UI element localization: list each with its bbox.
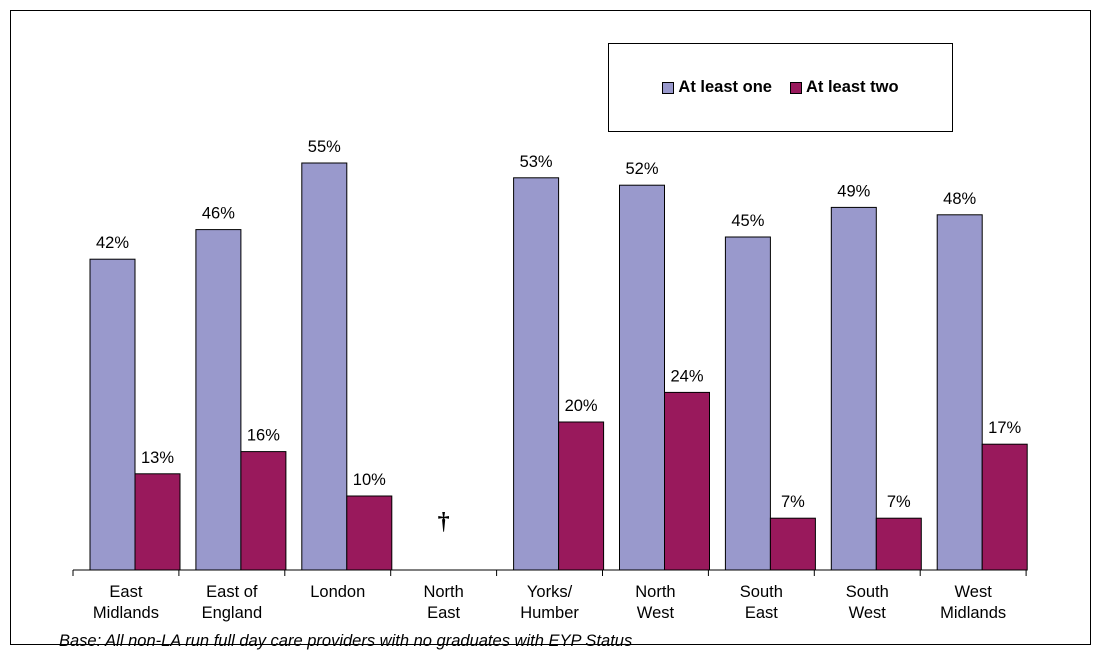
category-label: East <box>427 604 460 622</box>
bar <box>195 229 242 571</box>
category-label: East of <box>206 583 258 601</box>
data-label: 42% <box>96 234 129 252</box>
category-label: South <box>740 583 783 601</box>
data-label: 53% <box>520 153 553 171</box>
bar <box>619 184 665 571</box>
data-label: 49% <box>837 182 870 200</box>
legend: At least one At least two <box>608 43 953 132</box>
bar <box>240 451 287 571</box>
category-label: Midlands <box>93 604 159 622</box>
bar <box>981 443 1028 571</box>
bar <box>936 214 983 571</box>
data-label: 24% <box>670 367 703 385</box>
bar <box>769 517 816 571</box>
category-label: North <box>423 583 463 601</box>
legend-swatch-at-least-one <box>662 81 675 94</box>
legend-label: At least one <box>678 78 772 96</box>
category-label: England <box>202 604 263 622</box>
legend-item-at-least-two: At least two <box>789 78 899 97</box>
category-label: North <box>635 583 675 601</box>
category-label: London <box>310 583 365 601</box>
legend-label: At least two <box>805 78 899 96</box>
category-label: West <box>955 583 993 601</box>
data-label: 7% <box>781 493 805 511</box>
base-caption: Base: All non-LA run full day care provi… <box>59 632 633 650</box>
category-label: Humber <box>520 604 579 622</box>
category-label: East <box>109 583 142 601</box>
data-label: 52% <box>625 160 658 178</box>
suppressed-marker: † <box>438 509 450 535</box>
legend-item-at-least-one: At least one <box>662 78 772 97</box>
data-label: 55% <box>308 138 341 156</box>
bar <box>724 236 771 571</box>
bar <box>301 162 348 571</box>
data-label: 13% <box>141 449 174 467</box>
category-label: West <box>849 604 887 622</box>
bar <box>558 421 605 571</box>
data-label: 10% <box>353 471 386 489</box>
category-label: South <box>846 583 889 601</box>
chart-frame: 42% 13% East Midlands 46% 16% East of England 55… <box>10 10 1091 650</box>
bar <box>89 258 136 571</box>
data-label: 7% <box>887 493 911 511</box>
category-label: Midlands <box>940 604 1006 622</box>
bar <box>664 391 710 571</box>
legend-swatch-at-least-two <box>789 81 802 94</box>
data-label: 48% <box>943 190 976 208</box>
data-label: 17% <box>988 419 1021 437</box>
bar <box>830 206 877 571</box>
data-label: 45% <box>731 212 764 230</box>
category-label: Yorks/ <box>527 583 573 601</box>
bar <box>513 177 560 571</box>
data-label: 16% <box>247 427 280 445</box>
data-label: 46% <box>202 205 235 223</box>
data-label: 20% <box>565 397 598 415</box>
bar-chart: 42% 13% East Midlands 46% 16% East of England 55… <box>72 138 1028 622</box>
bar <box>875 517 922 571</box>
bar <box>134 473 181 571</box>
category-label: East <box>745 604 778 622</box>
bar <box>346 495 393 571</box>
category-label: West <box>637 604 675 622</box>
